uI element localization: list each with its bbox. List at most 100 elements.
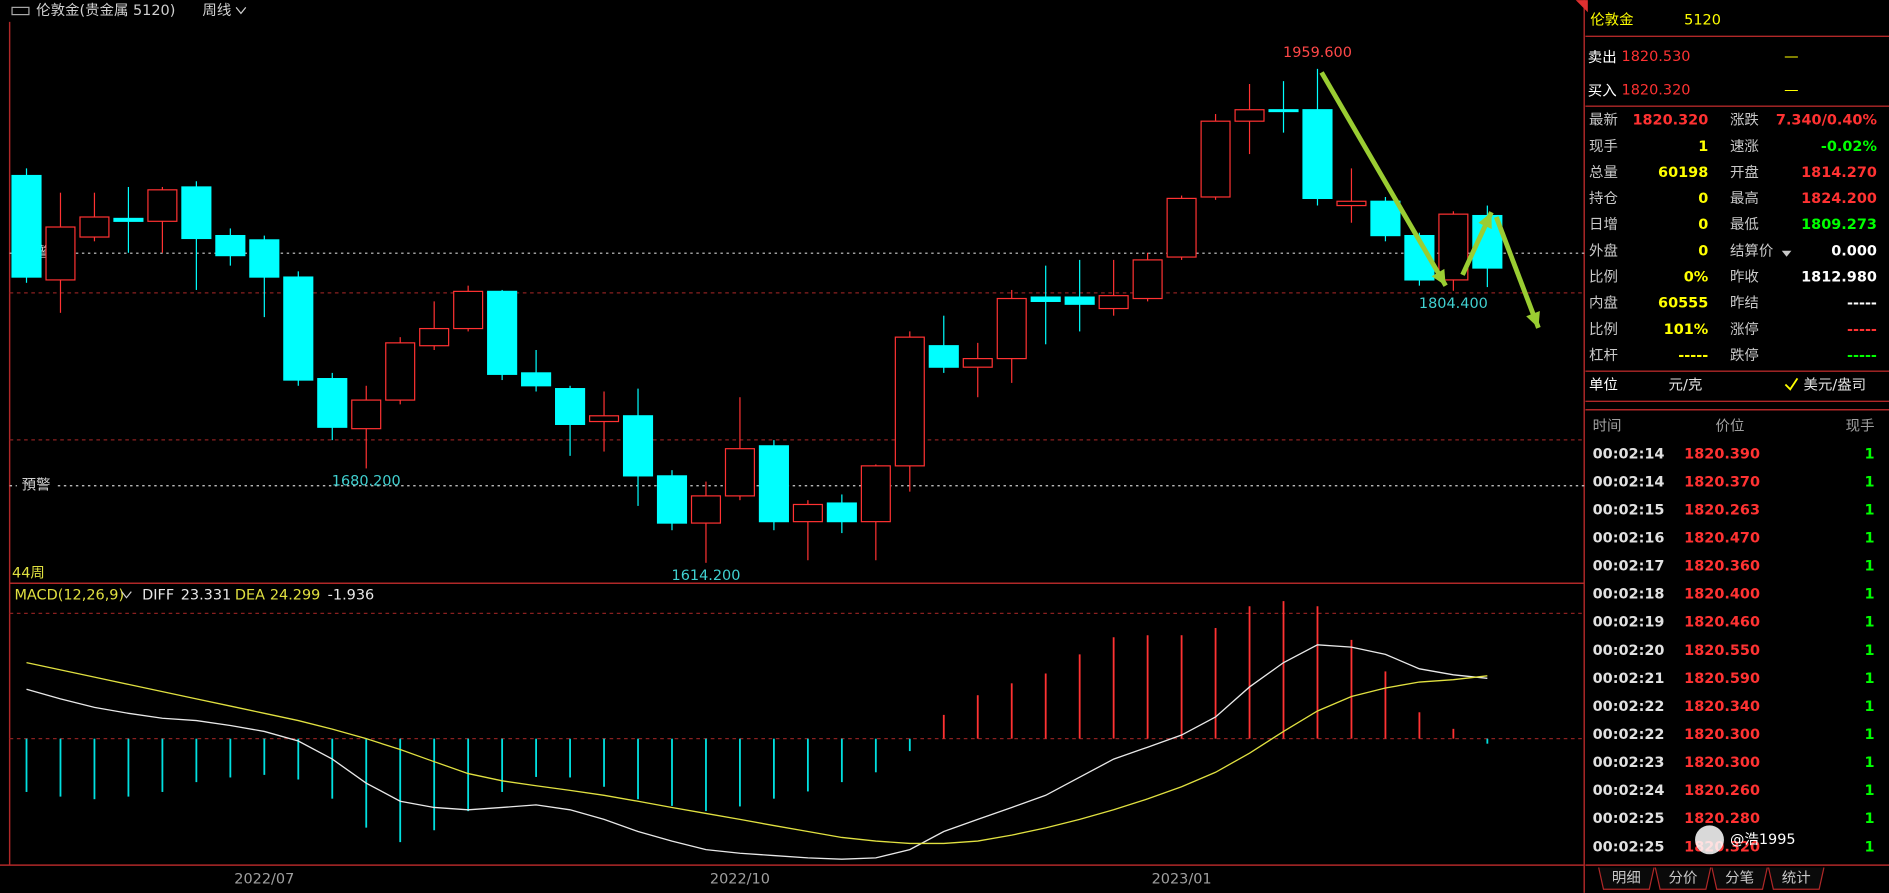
- tick-price: 1820.260: [1684, 783, 1760, 799]
- candle-body: [1132, 259, 1163, 300]
- candle-body: [1234, 109, 1265, 122]
- candle-body: [724, 448, 755, 497]
- trend-arrow: [1494, 216, 1541, 329]
- x-tick-label: 2022/07: [234, 872, 294, 888]
- candle-body: [283, 276, 314, 381]
- tick-qty: 1: [1864, 839, 1874, 855]
- quote-title: 伦敦金: [1590, 12, 1634, 29]
- candle-body: [1302, 109, 1333, 200]
- candle-body: [928, 345, 959, 368]
- low-label: 1680.200: [332, 474, 401, 490]
- macd-title: MACD(12,26,9): [14, 587, 124, 603]
- tab[interactable]: 分笔: [1725, 869, 1754, 886]
- macd-line: [26, 661, 1488, 845]
- tick-price: 1820.390: [1684, 446, 1760, 462]
- arrow-head: [1526, 311, 1540, 328]
- side-volume: —: [1784, 49, 1798, 65]
- row-value: 0%: [1684, 269, 1709, 285]
- row-value: 60555: [1658, 296, 1708, 312]
- tick-time: 00:02:14: [1593, 446, 1665, 462]
- row-label: 比例: [1589, 268, 1618, 285]
- tab-shape: [1654, 867, 1712, 890]
- x-tick-label: 2023/01: [1152, 872, 1212, 888]
- candle-body: [385, 342, 416, 401]
- corner-marker: [1575, 0, 1588, 13]
- tab[interactable]: 统计: [1782, 869, 1811, 886]
- tick-price: 1820.300: [1684, 727, 1760, 743]
- row-value: -----: [1678, 348, 1708, 364]
- tick-qty: 1: [1864, 587, 1874, 603]
- candle-body: [690, 495, 722, 524]
- row-label: 日增: [1589, 216, 1618, 233]
- row-value: 1824.200: [1801, 191, 1877, 207]
- row-label: 涨停: [1730, 321, 1759, 338]
- candle-body: [11, 174, 42, 278]
- tick-price: 1820.300: [1684, 755, 1760, 771]
- tick-price: 1820.550: [1684, 643, 1760, 659]
- candle-body: [826, 502, 857, 523]
- candle-body: [962, 357, 993, 368]
- tick-qty: 1: [1864, 727, 1874, 743]
- legend-value: 24.299: [270, 587, 321, 603]
- tick-time: 00:02:16: [1593, 531, 1665, 547]
- tick-qty: 1: [1864, 615, 1874, 631]
- row-value: 1812.980: [1801, 269, 1877, 285]
- tick-price: 1820.590: [1684, 671, 1760, 687]
- dropdown-triangle[interactable]: [1781, 250, 1792, 257]
- row-value: 1820.320: [1632, 113, 1708, 129]
- candle-body: [317, 378, 348, 428]
- high-label: 1959.600: [1283, 45, 1352, 61]
- row-label: 跌停: [1730, 347, 1759, 364]
- period-chevron[interactable]: [235, 7, 247, 15]
- instrument-title: 伦敦金(贵金属 5120): [36, 2, 175, 19]
- tab[interactable]: 明细: [1612, 869, 1641, 886]
- tick-qty: 1: [1864, 559, 1874, 575]
- ticks-header: 价位: [1716, 418, 1745, 435]
- candle-body: [453, 290, 484, 330]
- row-value: 7.340/0.40%: [1776, 113, 1877, 129]
- period-selector[interactable]: 周线: [202, 2, 231, 19]
- row-label: 开盘: [1730, 163, 1759, 181]
- tick-qty: 1: [1864, 811, 1874, 827]
- row-label: 昨收: [1730, 268, 1759, 285]
- side-label: 卖出: [1588, 49, 1617, 66]
- tab[interactable]: 分价: [1669, 869, 1698, 886]
- candle-body: [1370, 200, 1401, 237]
- tick-time: 00:02:19: [1593, 615, 1665, 631]
- unit-option[interactable]: 元/克: [1669, 377, 1703, 394]
- side-price: 1820.530: [1622, 49, 1691, 65]
- row-label: 结算价: [1730, 242, 1773, 259]
- unit-label: 单位: [1589, 377, 1618, 394]
- legend-value: 23.331: [181, 587, 232, 603]
- row-label: 现手: [1589, 138, 1618, 155]
- row-value: 0: [1698, 243, 1708, 259]
- row-label: 昨结: [1730, 295, 1759, 312]
- tick-qty: 1: [1864, 474, 1874, 490]
- tick-qty: 1: [1864, 699, 1874, 715]
- row-value: 1: [1698, 139, 1708, 155]
- candle-body: [1268, 109, 1299, 113]
- macd-chevron[interactable]: [121, 591, 132, 599]
- side-price: 1820.320: [1622, 83, 1691, 99]
- candle-body: [351, 399, 382, 430]
- candle-body: [555, 388, 586, 425]
- quote-code: 5120: [1684, 13, 1721, 29]
- tick-qty: 1: [1864, 643, 1874, 659]
- candle-body: [1098, 295, 1129, 310]
- title-icon: [11, 6, 30, 16]
- tick-price: 1820.460: [1684, 615, 1760, 631]
- row-label: 最低: [1730, 216, 1759, 233]
- tick-qty: 1: [1864, 446, 1874, 462]
- candle-body: [487, 290, 518, 375]
- tick-time: 00:02:22: [1593, 727, 1665, 743]
- tick-price: 1820.370: [1684, 474, 1760, 490]
- alert-label-bg: [16, 477, 56, 495]
- candle-body: [860, 465, 891, 523]
- row-value: 0: [1698, 217, 1708, 233]
- candle-body: [521, 372, 552, 387]
- candle-body: [215, 234, 246, 257]
- tick-qty: 1: [1864, 783, 1874, 799]
- unit-option[interactable]: 美元/盎司: [1803, 377, 1866, 394]
- candle-body: [1200, 120, 1231, 198]
